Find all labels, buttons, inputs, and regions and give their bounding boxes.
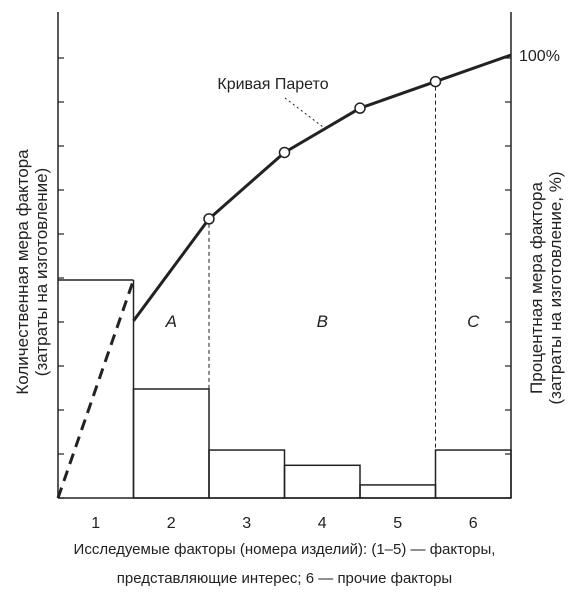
curve-label-leader bbox=[284, 97, 324, 128]
pareto-curve-group bbox=[132, 53, 512, 498]
pareto-curve-label: Кривая Парето bbox=[217, 76, 328, 93]
bar-6 bbox=[434, 449, 512, 499]
pareto-point-5 bbox=[429, 75, 442, 88]
bar-3 bbox=[208, 449, 286, 499]
y-right-label: Процентная мера фактора (затраты на изгот… bbox=[527, 172, 565, 405]
y-left-label: Количественная мера фактора (затраты на и… bbox=[13, 149, 51, 395]
x-tick-label-2: 2 bbox=[167, 515, 176, 532]
caption-line-1: Исследуемые факторы (номера изделий): (1… bbox=[73, 541, 496, 558]
bar-1-dashed-diagonal bbox=[56, 279, 135, 499]
x-tick-label-5: 5 bbox=[393, 515, 402, 532]
zone-label-C: C bbox=[467, 312, 480, 331]
x-tick-label-4: 4 bbox=[318, 515, 327, 532]
bar-5 bbox=[359, 484, 437, 499]
y-right-label-line-1: Процентная мера фактора bbox=[527, 182, 546, 394]
x-tick-label-3: 3 bbox=[242, 515, 251, 532]
pareto-point-2 bbox=[203, 213, 215, 225]
zone-label-B: B bbox=[317, 312, 328, 331]
pareto-point-3 bbox=[278, 146, 291, 159]
caption-line-2: представляющие интерес; 6 — прочие факто… bbox=[116, 570, 453, 587]
bar-2 bbox=[132, 388, 210, 499]
pareto-point-4 bbox=[354, 102, 366, 114]
y-left-label-line-1: Количественная мера фактора bbox=[13, 149, 32, 395]
bar-4 bbox=[283, 464, 361, 499]
y-right-tick-100: 100% bbox=[519, 48, 560, 65]
y-right-label-line-2: (затраты на изготовление, %) bbox=[546, 172, 565, 405]
y-left-label-line-2: (затраты на изготовление) bbox=[32, 168, 51, 376]
zone-label-A: A bbox=[165, 312, 177, 331]
x-tick-label-1: 1 bbox=[91, 515, 100, 532]
pareto-curve-line bbox=[132, 53, 512, 322]
bars bbox=[56, 279, 512, 499]
x-tick-label-6: 6 bbox=[469, 515, 478, 532]
chart-texts: 1 2 3 4 5 6 A B C Кривая Парето 100% Количественная… bbox=[13, 48, 565, 532]
